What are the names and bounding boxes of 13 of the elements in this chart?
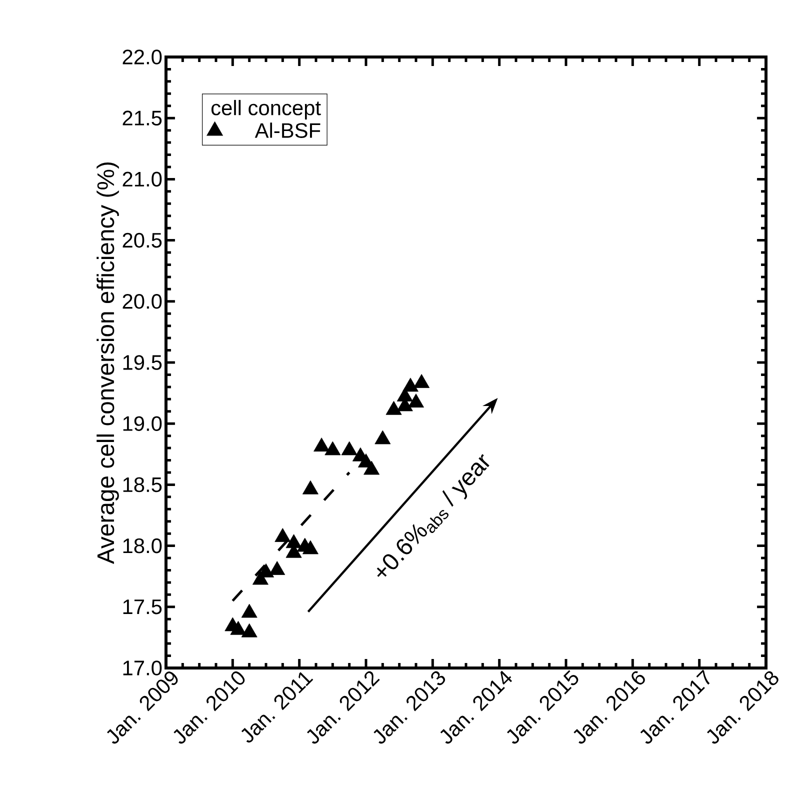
y-tick-label: 18.0 (123, 538, 162, 554)
y-tick-label: 20.0 (122, 294, 162, 309)
y-tick-label: 21.0 (122, 172, 162, 187)
y-tick-label: 19.0 (123, 416, 162, 431)
y-tick-label: 22.0 (122, 50, 162, 64)
y-tick-label: 19.5 (123, 355, 162, 370)
y-tick-label: 20.5 (122, 232, 162, 248)
y-tick-label: 21.5 (122, 110, 162, 126)
y-axis-title: Average cell conversion efficiency (%) (96, 162, 119, 564)
y-tick-label: 18.5 (123, 477, 162, 492)
legend-title: cell concept (211, 100, 321, 120)
legend-label: Al-BSF (254, 122, 320, 138)
y-tick-label: 17.5 (123, 600, 162, 614)
